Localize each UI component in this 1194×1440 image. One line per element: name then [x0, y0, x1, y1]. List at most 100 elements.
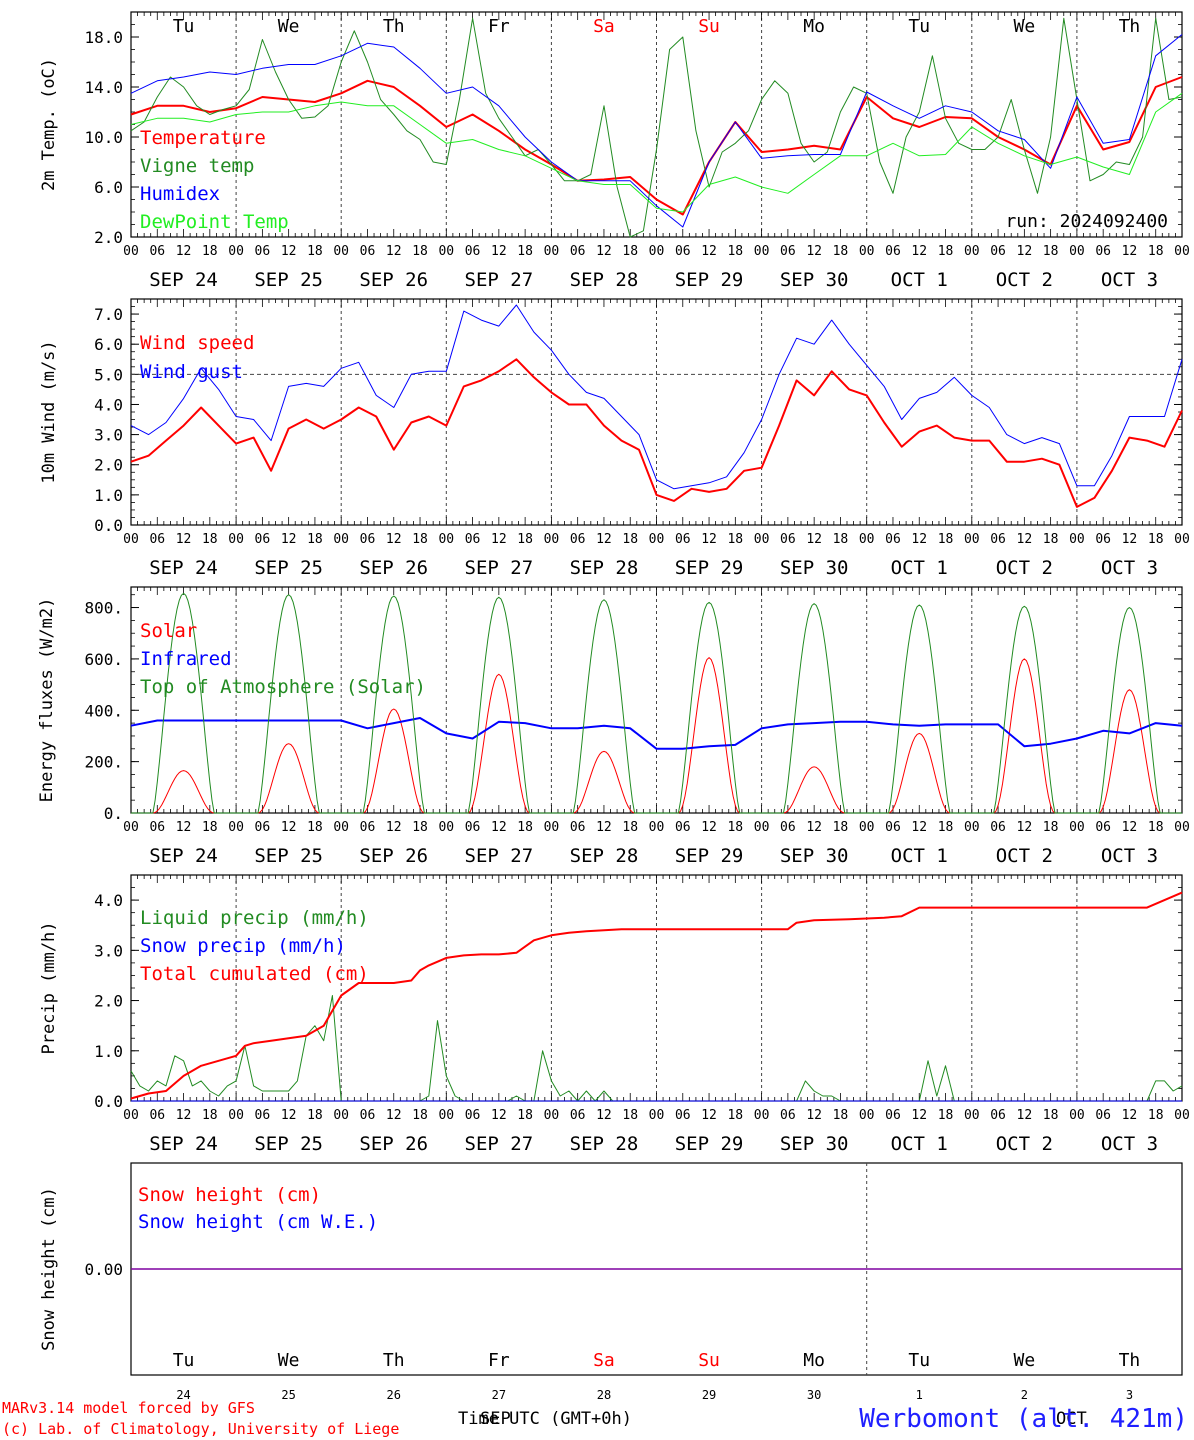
hour-tick-label: 00	[649, 1108, 665, 1123]
y-tick-label: 18.0	[84, 28, 123, 47]
weekday-label: Tu	[908, 1350, 930, 1371]
hour-tick-label: 18	[833, 244, 849, 259]
hour-tick-label: 00	[964, 244, 980, 259]
day-number-label: 26	[387, 1388, 401, 1402]
hour-tick-label: 00	[544, 532, 560, 547]
hour-tick-label: 06	[1095, 820, 1111, 835]
weekday-label: We	[278, 1350, 300, 1371]
hour-tick-label: 12	[911, 1108, 927, 1123]
hour-tick-label: 18	[938, 820, 954, 835]
date-label: OCT 3	[1101, 845, 1158, 867]
hour-tick-label: 12	[1017, 820, 1033, 835]
hour-tick-label: 00	[544, 1108, 560, 1123]
hour-tick-label: 18	[202, 532, 218, 547]
date-label: SEP 27	[465, 269, 534, 291]
plot-frame	[130, 11, 1183, 238]
hour-tick-label: 18	[1043, 820, 1059, 835]
legend-entry: Wind speed	[140, 332, 254, 354]
hour-tick-label: 06	[780, 532, 796, 547]
date-label: SEP 26	[359, 269, 428, 291]
y-tick-label: 200.	[84, 753, 123, 772]
hour-tick-label: 00	[859, 1108, 875, 1123]
y-axis-label: 2m Temp. (oC)	[39, 58, 59, 191]
date-label: SEP 25	[254, 557, 323, 579]
hour-tick-label: 06	[780, 244, 796, 259]
panel-wind: 0.0 1.0 2.0 3.0 4.0 5.0 6.0 7.0 10m Wind (m/s) Wi…	[39, 298, 1190, 579]
hour-tick-label: 12	[701, 820, 717, 835]
hour-tick-label: 12	[176, 244, 192, 259]
hour-tick-label: 12	[491, 244, 507, 259]
weekday-label: Th	[383, 1350, 405, 1371]
series-line-dewpoint-temp	[130, 92, 1183, 213]
hour-tick-label: 00	[228, 820, 244, 835]
panel-snow: 0.00 Snow height (cm) Snow height (cm) Snow…	[39, 1162, 1183, 1402]
time-axis-label: Time UTC (GMT+0h)	[458, 1409, 632, 1429]
series-line-total-cumulated-cm-	[130, 891, 1183, 1100]
hour-tick-label: 06	[149, 820, 165, 835]
y-axis-label: Snow height (cm)	[39, 1187, 59, 1351]
hour-tick-label: 00	[754, 532, 770, 547]
hour-tick-label: 06	[465, 532, 481, 547]
hour-tick-label: 18	[202, 820, 218, 835]
weekday-label: Th	[1119, 16, 1141, 37]
legend-entry: Solar	[140, 620, 197, 642]
date-label: SEP 28	[570, 269, 639, 291]
date-label: SEP 26	[359, 557, 428, 579]
hour-tick-label: 18	[307, 244, 323, 259]
hour-tick-label: 12	[596, 244, 612, 259]
weekday-label: Mo	[803, 1350, 825, 1371]
hour-tick-label: 00	[333, 244, 349, 259]
date-label: SEP 28	[570, 557, 639, 579]
y-tick-label: 6.0	[94, 335, 123, 354]
y-tick-label: 1.0	[94, 486, 123, 505]
panel-temp: 2.0 6.0 10.0 14.0 18.0 2m Temp. (oC) Temperatu…	[39, 11, 1190, 291]
series-line-infrared	[130, 717, 1183, 750]
hour-tick-label: 06	[149, 1108, 165, 1123]
hour-tick-label: 00	[438, 820, 454, 835]
y-tick-label: 5.0	[94, 365, 123, 384]
weekday-label: Mo	[803, 16, 825, 37]
y-tick-label: 6.0	[94, 178, 123, 197]
hour-tick-label: 18	[622, 820, 638, 835]
day-number-label: 1	[916, 1388, 923, 1402]
y-tick-label: 10.0	[84, 128, 123, 147]
hour-tick-label: 12	[701, 244, 717, 259]
weekday-label: Sa	[593, 16, 615, 37]
hour-tick-label: 12	[386, 1108, 402, 1123]
hour-tick-label: 18	[727, 532, 743, 547]
date-label: SEP 24	[149, 1133, 218, 1155]
date-label: SEP 28	[570, 845, 639, 867]
hour-tick-label: 06	[990, 532, 1006, 547]
hour-tick-label: 00	[123, 244, 139, 259]
series-line-vigne-temp	[130, 17, 1183, 238]
y-tick-label: 3.0	[94, 941, 123, 960]
day-number-label: 28	[597, 1388, 611, 1402]
hour-tick-label: 18	[622, 1108, 638, 1123]
weekday-label: Th	[1119, 1350, 1141, 1371]
series-line-top-of-atmosphere-solar-	[131, 592, 1182, 814]
hour-tick-label: 00	[123, 532, 139, 547]
hour-tick-label: 12	[806, 820, 822, 835]
hour-tick-label: 18	[517, 820, 533, 835]
hour-tick-label: 18	[517, 532, 533, 547]
hour-tick-label: 18	[412, 532, 428, 547]
date-label: SEP 27	[465, 1133, 534, 1155]
weekday-label: Su	[698, 16, 720, 37]
date-label: SEP 29	[675, 557, 744, 579]
hour-tick-label: 18	[938, 1108, 954, 1123]
date-label: OCT 2	[996, 269, 1053, 291]
hour-tick-label: 06	[570, 244, 586, 259]
date-label: SEP 29	[675, 269, 744, 291]
hour-tick-label: 12	[491, 820, 507, 835]
hour-tick-label: 00	[333, 820, 349, 835]
hour-tick-label: 00	[1174, 1108, 1190, 1123]
date-label: SEP 25	[254, 269, 323, 291]
hour-tick-label: 00	[544, 820, 560, 835]
date-label: SEP 24	[149, 557, 218, 579]
hour-tick-label: 06	[780, 1108, 796, 1123]
hour-tick-label: 00	[649, 244, 665, 259]
y-tick-label: 0.0	[94, 516, 123, 535]
hour-tick-label: 06	[360, 1108, 376, 1123]
hour-tick-label: 18	[517, 244, 533, 259]
hour-tick-label: 06	[360, 532, 376, 547]
